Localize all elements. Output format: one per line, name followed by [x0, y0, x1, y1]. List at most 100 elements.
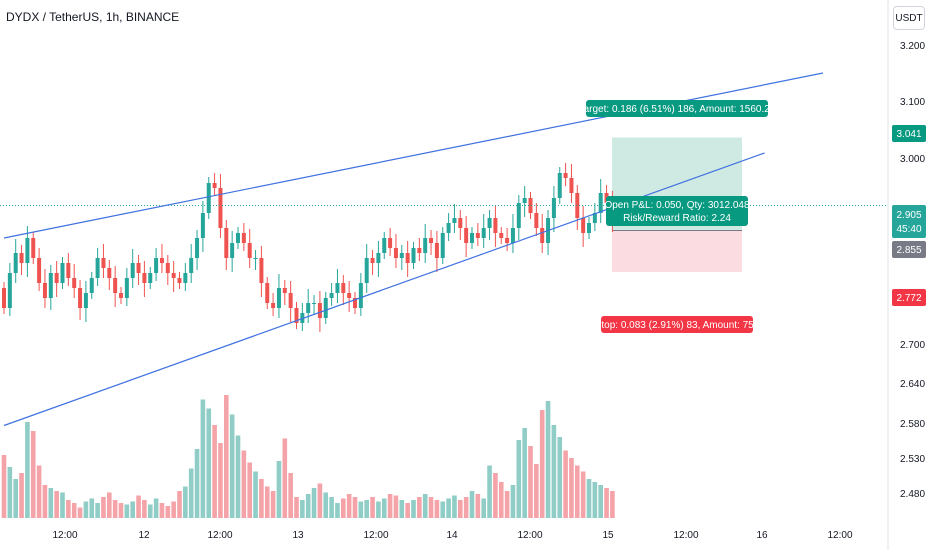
candle-body	[142, 273, 147, 283]
current-price-tag	[892, 205, 926, 238]
volume-bar	[428, 497, 434, 518]
volume-bar	[311, 488, 317, 518]
candle-body	[575, 193, 580, 218]
candle-body	[101, 258, 106, 268]
volume-bar	[247, 462, 252, 518]
volume-bar	[352, 497, 358, 518]
candle-body	[458, 218, 463, 228]
candle-body	[493, 218, 498, 233]
candle-body	[48, 273, 53, 298]
volume-bar	[300, 500, 305, 518]
volume-bar	[171, 501, 176, 518]
candle-body	[581, 218, 586, 233]
volume-bar	[159, 503, 165, 518]
candle-body	[288, 293, 293, 308]
price-tick-label: 2.700	[900, 340, 925, 351]
candle-body	[364, 258, 369, 283]
candle-body	[423, 238, 428, 253]
candle-body	[563, 173, 568, 178]
volume-bar	[30, 431, 36, 518]
candle-body	[329, 293, 334, 298]
time-tick-label: 12:00	[207, 530, 232, 541]
volume-bar	[165, 506, 171, 518]
candle-body	[551, 198, 556, 218]
candle-body	[341, 283, 346, 293]
candle-body	[598, 193, 603, 213]
candle-body	[411, 248, 416, 263]
candle-body	[446, 223, 451, 233]
candle-body	[306, 303, 311, 313]
candle-body	[405, 253, 410, 263]
volume-bar	[206, 408, 212, 518]
volume-bar	[487, 465, 492, 518]
price-tick-label: 2.640	[900, 379, 925, 390]
candle-body	[189, 258, 194, 273]
price-tick-label: 2.480	[900, 489, 925, 500]
candle-body	[37, 258, 42, 283]
volume-bar	[381, 498, 387, 518]
candle-body	[148, 273, 153, 283]
volume-bar	[188, 468, 194, 518]
volume-bar	[610, 491, 615, 518]
volume-bar	[498, 482, 504, 518]
candle-body	[130, 263, 135, 278]
stop-label-box	[601, 316, 753, 333]
volume-bar	[282, 438, 288, 518]
target-price-tag-text: 3.041	[896, 129, 921, 140]
volume-bar	[569, 458, 574, 518]
volume-bar	[504, 491, 510, 518]
candle-body	[312, 303, 317, 304]
volume-bar	[112, 500, 118, 518]
volume-layer	[1, 395, 615, 518]
volume-bar	[411, 500, 416, 518]
target-label-text: Target: 0.186 (6.51%) 186, Amount: 1560.…	[579, 104, 776, 115]
volume-bar	[142, 500, 147, 518]
volume-bar	[66, 500, 71, 518]
volume-bar	[393, 495, 399, 518]
volume-bar	[259, 479, 264, 518]
volume-bar	[399, 500, 405, 518]
position-labels: Target: 0.186 (6.51%) 186, Amount: 1560.…	[579, 100, 776, 333]
volume-bar	[264, 486, 270, 518]
volume-bar	[586, 479, 592, 518]
time-tick-label: 13	[292, 530, 304, 541]
volume-bar	[364, 500, 369, 518]
candle-body	[347, 293, 352, 298]
volume-bar	[253, 471, 258, 518]
volume-bar	[276, 461, 282, 518]
stop-zone	[612, 230, 742, 272]
volume-bar	[493, 473, 498, 518]
volume-bar	[229, 414, 235, 518]
candle-body	[294, 308, 299, 323]
stop-price-tag-text: 2.772	[896, 293, 921, 304]
volume-bar	[118, 503, 124, 518]
candle-body	[7, 273, 12, 308]
time-tick-label: 12:00	[673, 530, 698, 541]
candle-body	[499, 233, 504, 238]
candle-body	[119, 293, 123, 298]
candle-body	[282, 288, 287, 293]
volume-bar	[557, 437, 563, 518]
volume-bar	[83, 501, 89, 518]
volume-bar	[598, 485, 603, 518]
volume-bar	[183, 486, 188, 518]
candle-body	[31, 238, 36, 258]
candle-body	[388, 238, 393, 248]
candle-body	[376, 253, 381, 263]
volume-bar	[376, 501, 381, 518]
price-tick-label: 3.200	[900, 41, 925, 52]
volume-bar	[346, 494, 352, 518]
candle-body	[183, 273, 188, 283]
candle-body	[382, 238, 387, 253]
volume-bar	[89, 498, 95, 518]
candle-body	[2, 288, 6, 308]
stop-label-text: Stop: 0.083 (2.91%) 83, Amount: 750	[595, 320, 760, 331]
volume-bar	[218, 443, 223, 518]
candle-body	[528, 198, 533, 213]
currency-button[interactable]: USDT	[893, 6, 925, 30]
target-label-box	[586, 100, 768, 117]
volume-bar	[405, 503, 410, 518]
volume-bar	[48, 488, 54, 518]
volume-bar	[124, 504, 130, 518]
